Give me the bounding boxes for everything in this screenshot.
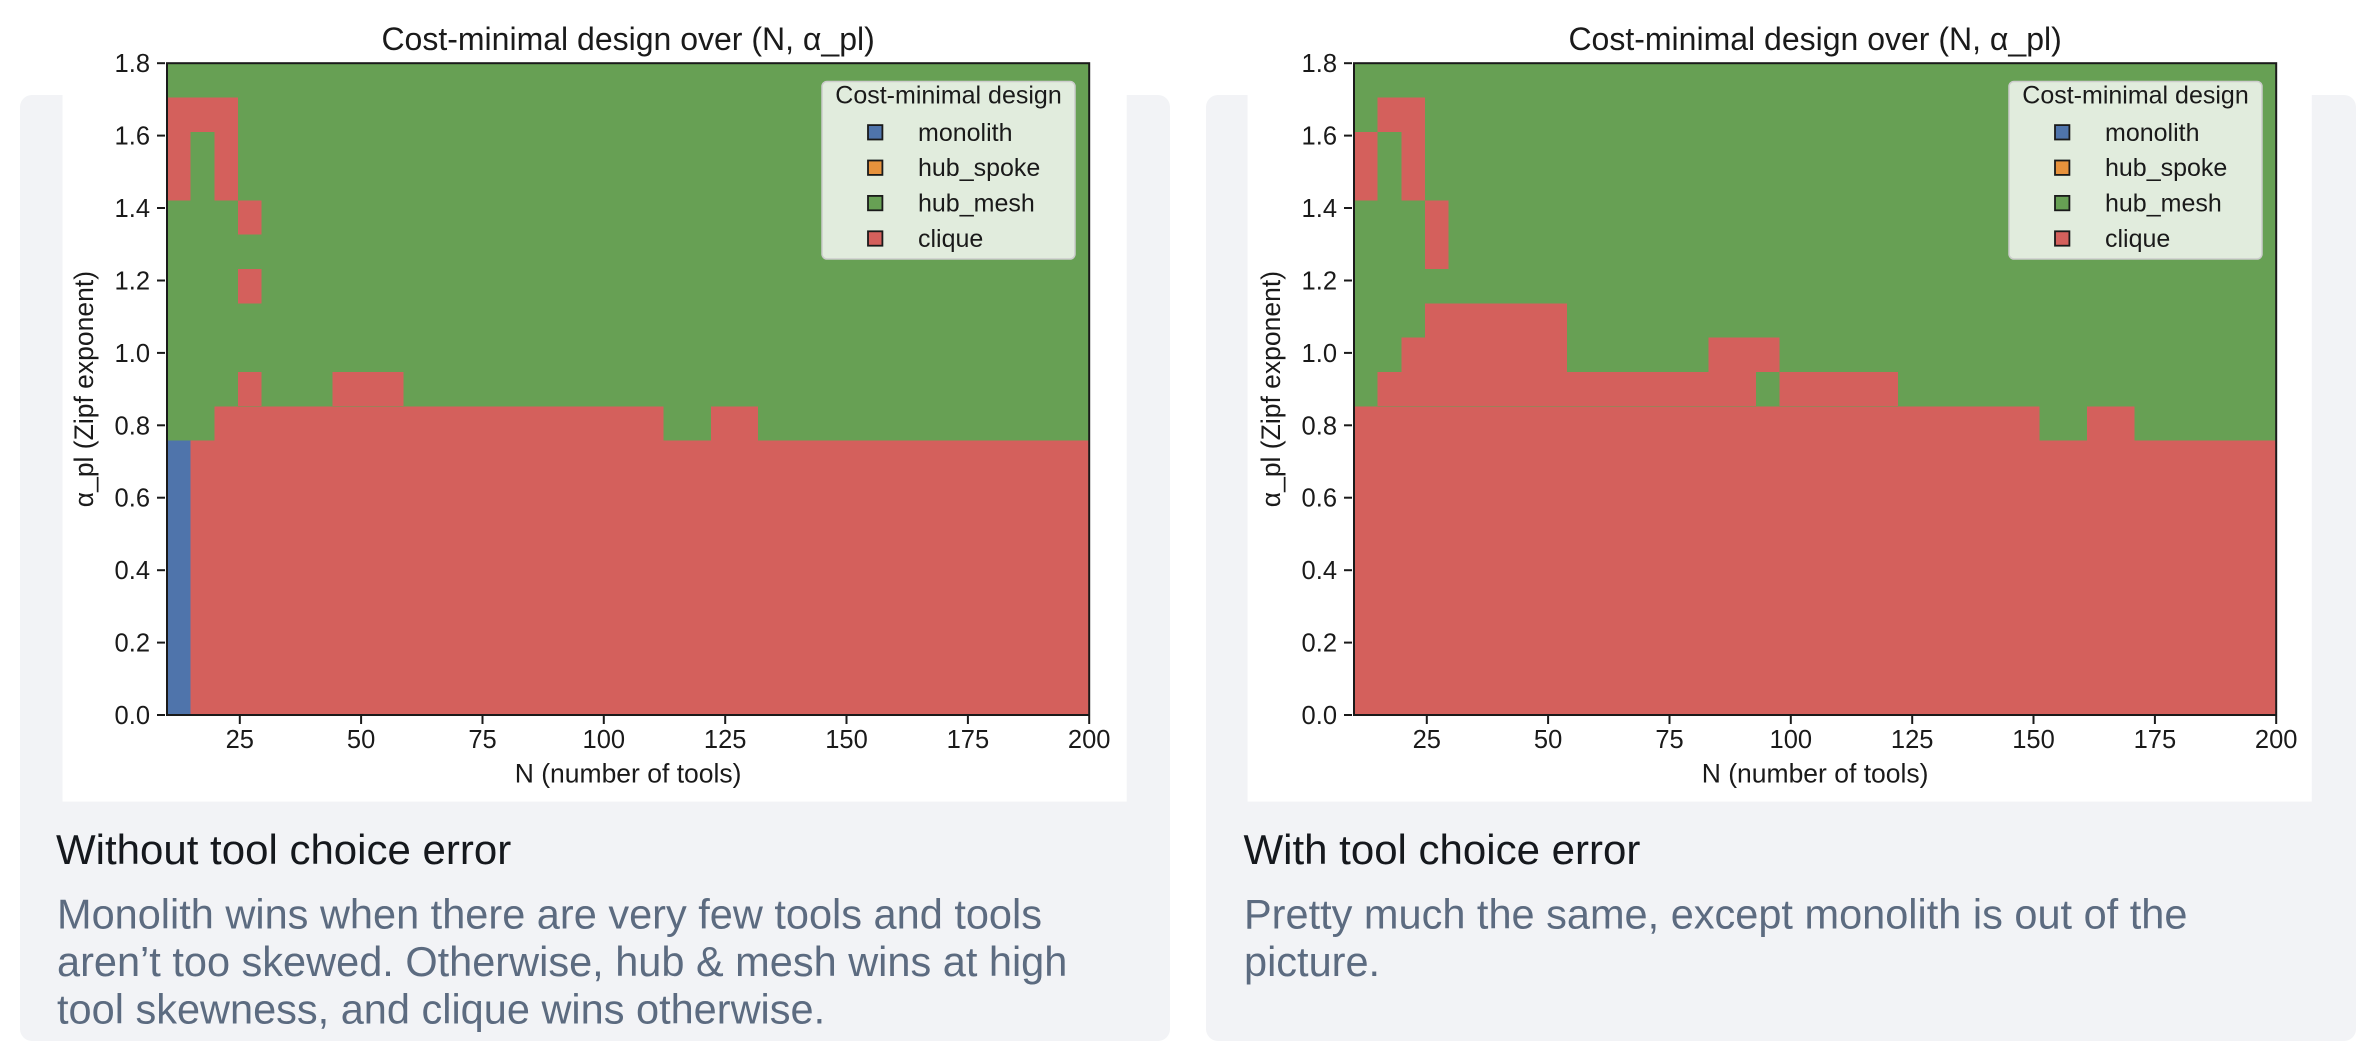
svg-text:monolith: monolith [2105,119,2200,147]
svg-text:175: 175 [947,726,990,754]
svg-text:hub_spoke: hub_spoke [2105,154,2227,182]
svg-text:0.8: 0.8 [1302,412,1337,440]
svg-text:100: 100 [583,726,626,754]
svg-text:N (number of tools): N (number of tools) [515,759,742,789]
svg-text:125: 125 [704,726,747,754]
svg-text:With tool choice error: With tool choice error [1244,826,1641,873]
svg-text:1.0: 1.0 [115,340,150,368]
svg-text:hub_mesh: hub_mesh [918,190,1035,218]
svg-text:N (number of tools): N (number of tools) [1702,759,1929,789]
svg-text:monolith: monolith [918,119,1013,147]
svg-text:150: 150 [825,726,868,754]
svg-text:1.4: 1.4 [1302,195,1337,223]
svg-text:clique: clique [2105,225,2170,253]
svg-text:α_pl (Zipf exponent): α_pl (Zipf exponent) [69,271,99,507]
svg-text:25: 25 [1413,726,1441,754]
svg-text:Cost-minimal design over (N, α: Cost-minimal design over (N, α_pl) [1568,21,2061,57]
svg-text:Without tool choice error: Without tool choice error [56,826,511,873]
svg-text:Monolith wins when there are v: Monolith wins when there are very few to… [57,890,1067,1032]
svg-text:1.8: 1.8 [1302,50,1337,78]
svg-text:150: 150 [2012,726,2055,754]
svg-text:Cost-minimal design: Cost-minimal design [835,82,1061,110]
svg-text:hub_spoke: hub_spoke [918,154,1040,182]
svg-text:200: 200 [2255,726,2298,754]
svg-text:0.2: 0.2 [1302,630,1337,658]
svg-text:100: 100 [1770,726,1813,754]
svg-text:0.4: 0.4 [115,557,150,585]
svg-text:25: 25 [226,726,254,754]
svg-text:Pretty much the same, except m: Pretty much the same, except monolith is… [1244,890,2187,985]
svg-text:0.8: 0.8 [115,412,150,440]
svg-text:α_pl (Zipf exponent): α_pl (Zipf exponent) [1256,271,1286,507]
svg-text:0.0: 0.0 [115,702,150,730]
svg-text:1.6: 1.6 [1302,123,1337,151]
svg-text:Cost-minimal design: Cost-minimal design [2022,82,2248,110]
svg-text:75: 75 [468,726,496,754]
svg-text:0.4: 0.4 [1302,557,1337,585]
svg-text:hub_mesh: hub_mesh [2105,190,2222,218]
svg-text:1.2: 1.2 [115,268,150,296]
svg-text:1.0: 1.0 [1302,340,1337,368]
svg-text:clique: clique [918,225,983,253]
svg-text:175: 175 [2134,726,2177,754]
svg-text:Cost-minimal design over (N, α: Cost-minimal design over (N, α_pl) [381,21,874,57]
svg-text:50: 50 [1534,726,1562,754]
svg-text:1.8: 1.8 [115,50,150,78]
svg-text:125: 125 [1891,726,1934,754]
svg-text:1.4: 1.4 [115,195,150,223]
svg-text:1.6: 1.6 [115,123,150,151]
svg-text:75: 75 [1655,726,1683,754]
svg-text:0.6: 0.6 [115,485,150,513]
svg-text:0.2: 0.2 [115,630,150,658]
svg-text:0.6: 0.6 [1302,485,1337,513]
svg-text:50: 50 [347,726,375,754]
svg-text:1.2: 1.2 [1302,268,1337,296]
svg-text:0.0: 0.0 [1302,702,1337,730]
svg-text:200: 200 [1068,726,1111,754]
